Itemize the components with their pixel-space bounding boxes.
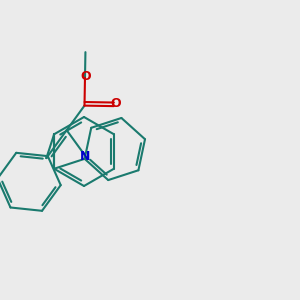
Text: O: O — [110, 97, 121, 110]
Text: N: N — [80, 150, 91, 163]
Text: O: O — [80, 70, 91, 83]
